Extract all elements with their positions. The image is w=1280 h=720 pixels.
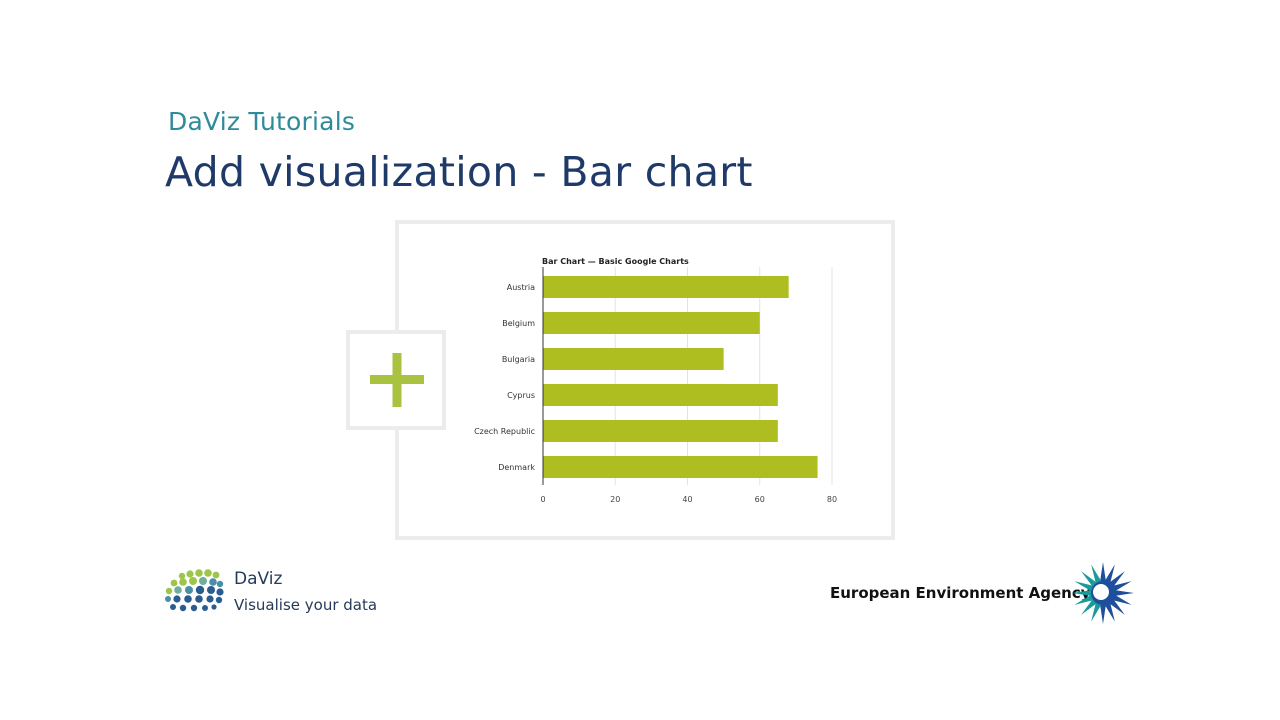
bar-chart-panel: Bar Chart — Basic Google Charts 0 20 40 60 80… [395,220,895,540]
category-label: Denmark [498,463,535,472]
eea-brand-name: European Environment Agency [830,584,1091,602]
bar-chart: Bar Chart — Basic Google Charts 0 20 40 60 80… [474,257,837,504]
x-tick-label: 80 [827,495,837,504]
bar-cyprus [543,384,778,406]
category-label: Bulgaria [502,355,535,364]
bar-denmark [543,456,818,478]
eea-logo-icon [1072,562,1134,624]
daviz-brand-name: DaViz [234,569,283,589]
category-label: Austria [507,283,535,292]
daviz-tagline: Visualise your data [234,596,378,614]
bar-czech-republic [543,420,778,442]
tutorial-series-label: DaViz Tutorials [168,107,356,136]
bar-belgium [543,312,760,334]
bar-austria [543,276,789,298]
chart-title: Bar Chart — Basic Google Charts [542,257,689,266]
x-tick-label: 40 [682,495,692,504]
add-visualization-button[interactable] [346,330,446,430]
category-label: Czech Republic [474,427,535,436]
x-tick-label: 0 [540,495,545,504]
daviz-logo-icon [165,569,224,612]
slide-title: Add visualization - Bar chart [165,148,753,196]
bar-bulgaria [543,348,724,370]
plus-icon [370,353,424,407]
category-label: Cyprus [507,391,535,400]
category-label: Belgium [502,319,535,328]
x-tick-label: 20 [610,495,620,504]
x-tick-label: 60 [755,495,765,504]
